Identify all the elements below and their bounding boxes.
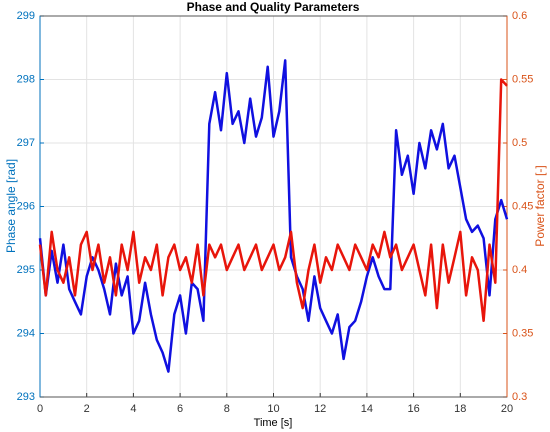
y2-tick-label: 0.45 xyxy=(512,200,533,212)
y2-tick-label: 0.3 xyxy=(512,391,527,403)
y-axis-label: Phase angle [rad] xyxy=(4,159,18,253)
y-tick-label: 295 xyxy=(17,264,35,276)
x-tick-label: 16 xyxy=(407,403,419,415)
x-tick-label: 6 xyxy=(177,403,183,415)
y2-tick-label: 0.4 xyxy=(512,264,527,276)
y-tick-label: 296 xyxy=(17,200,35,212)
y2-tick-label: 0.5 xyxy=(512,137,527,149)
y-tick-label: 298 xyxy=(17,73,35,85)
x-tick-label: 0 xyxy=(37,403,43,415)
y2-axis-label: Power factor [-] xyxy=(533,165,547,246)
data-line xyxy=(38,78,508,323)
x-tick-label: 8 xyxy=(224,403,230,415)
y-tick-label: 294 xyxy=(17,327,35,339)
x-tick-label: 20 xyxy=(501,403,513,415)
y-tick-label: 297 xyxy=(17,137,35,149)
x-tick-label: 4 xyxy=(130,403,136,415)
y-tick-label: 293 xyxy=(17,391,35,403)
chart-title: Phase and Quality Parameters xyxy=(187,0,360,14)
x-tick-label: 10 xyxy=(267,403,279,415)
x-tick-label: 12 xyxy=(314,403,326,415)
x-tick-label: 14 xyxy=(361,403,373,415)
x-tick-label: 2 xyxy=(84,403,90,415)
x-tick-label: 18 xyxy=(454,403,466,415)
y2-tick-label: 0.35 xyxy=(512,327,533,339)
y2-tick-label: 0.6 xyxy=(512,10,527,22)
y2-tick-label: 0.55 xyxy=(512,73,533,85)
y-tick-label: 299 xyxy=(17,10,35,22)
x-axis-label: Time [s] xyxy=(254,417,293,429)
